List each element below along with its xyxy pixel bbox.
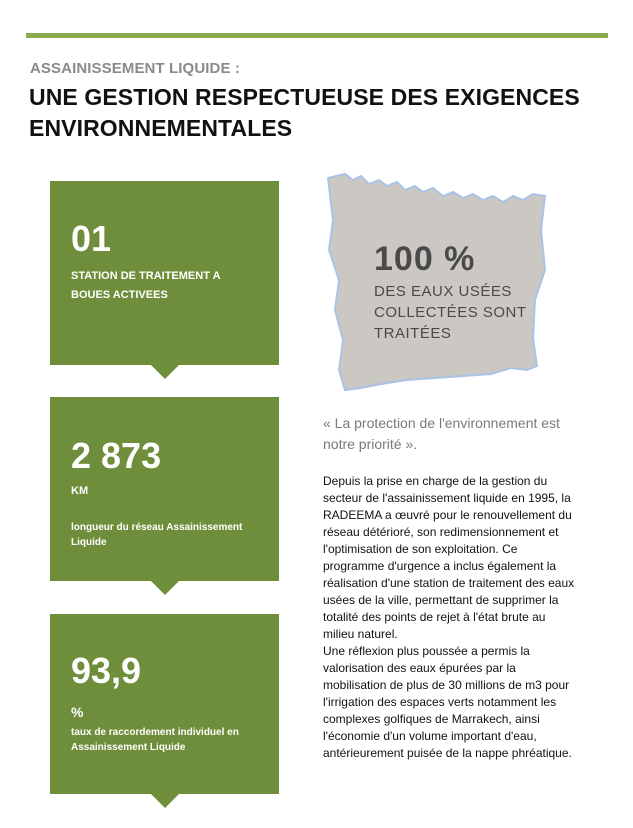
- card-unit: KM: [71, 485, 89, 497]
- stat-card-connection-rate: 93,9 % taux de raccordement individuel e…: [50, 614, 279, 808]
- body-text: Depuis la prise en charge de la gestion …: [323, 473, 575, 762]
- card-description: STATION DE TRAITEMENT A BOUES ACTIVEES: [71, 270, 221, 301]
- stat-card-stations: 01 STATION DE TRAITEMENT A BOUES ACTIVEE…: [50, 181, 279, 379]
- card-number: 01: [71, 218, 112, 259]
- body-paragraph-2: Une réflexion plus poussée a permis la v…: [323, 644, 572, 760]
- body-paragraph-1: Depuis la prise en charge de la gestion …: [323, 474, 575, 641]
- card-number: 2 873: [71, 435, 162, 476]
- stat-card-network-length: 2 873 KM longueur du réseau Assainisseme…: [50, 397, 279, 595]
- stat-value: 100 %: [374, 240, 476, 278]
- stat-caption: DES EAUX USÉES COLLECTÉES SONT TRAITÉES: [374, 283, 527, 342]
- pull-quote: « La protection de l'environnement est n…: [323, 415, 560, 452]
- card-description: taux de raccordement individuel en Assai…: [71, 727, 239, 753]
- card-unit: %: [71, 704, 84, 720]
- region-map-shape: [326, 172, 547, 392]
- top-divider: [26, 33, 608, 38]
- card-number: 93,9: [71, 650, 142, 691]
- card-description: longueur du réseau Assainissement Liquid…: [71, 522, 243, 548]
- page-title: UNE GESTION RESPECTUEUSE DES EXIGENCES E…: [29, 84, 580, 141]
- map-illustration: [323, 170, 555, 392]
- section-kicker: ASSAINISSEMENT LIQUIDE :: [30, 60, 240, 77]
